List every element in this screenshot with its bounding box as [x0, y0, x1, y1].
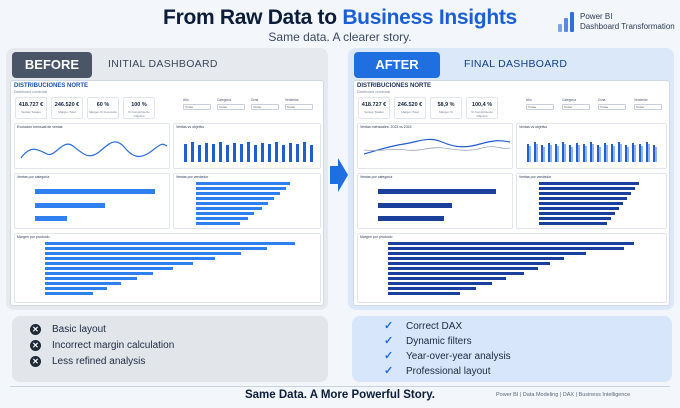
kpi-card: 418.727 € Ventas Totales [358, 97, 390, 119]
filter-slicer: Año Todas [526, 98, 554, 116]
footer-tagline: Same Data. A More Powerful Story. [244, 389, 435, 401]
x-circle-icon: ✕ [30, 340, 41, 351]
dashboard-title: DISTRIBUCIONES NORTE [14, 83, 89, 89]
check-icon: ✓ [384, 320, 394, 332]
kpi-card: 418.727 € Ventas Totales [15, 97, 47, 119]
badge-line-1: Power BI [580, 12, 613, 21]
bar-chart-card: Ventas vs objetivo [516, 123, 667, 169]
after-point: Year-over-year analysis [406, 351, 511, 362]
seller-chart-card: Ventas por vendedor [516, 173, 667, 229]
filter-slicer: Año Todas [183, 98, 211, 116]
horizontal-bar-chart [35, 189, 155, 221]
kpi-card: 100 %% Cumplimiento Objetivo [123, 97, 155, 119]
filter-slicer: Categoría Todas [562, 98, 590, 116]
after-point: Correct DAX [406, 321, 463, 332]
footer-tags: Power BI | Data Modeling | DAX | Busines… [496, 392, 631, 398]
badge-line-2: Dashboard Transformation [580, 22, 675, 31]
category-chart-card: Ventas por categoría [14, 173, 170, 229]
kpi-card: 60 % Margen % Incorrecto [87, 97, 119, 119]
line-chart [20, 141, 168, 159]
kpi-card: 100,4 %% Cumplimiento Objetivo [466, 97, 498, 119]
horizontal-bar-chart [378, 189, 496, 221]
horizontal-bar-chart [45, 242, 295, 295]
kpi-card: 246.520 € Margen Total [394, 97, 426, 119]
check-icon: ✓ [384, 350, 394, 362]
after-dashboard-screenshot: DISTRIBUCIONES NORTE Dashboard comercial… [353, 80, 670, 306]
arrow-right-icon [330, 158, 348, 192]
horizontal-bar-chart [196, 182, 290, 225]
before-tag: BEFORE [12, 52, 92, 78]
dashboard-subtitle: Dashboard comercial [357, 90, 391, 94]
filter-slicer: Categoría Todas [217, 98, 245, 116]
horizontal-bar-chart [388, 242, 634, 295]
line-chart [363, 138, 511, 155]
powerbi-badge: Power BI Dashboard Transformation [558, 12, 676, 34]
before-dashboard-screenshot: DISTRIBUCIONES NORTE Dashboard comercial… [10, 80, 324, 306]
after-points-box: ✓ Correct DAX ✓ Dynamic filters ✓ Year-o… [352, 316, 672, 382]
kpi-card: 246.520 € Margen Total [51, 97, 83, 119]
column-chart [527, 142, 657, 162]
powerbi-logo-icon [558, 12, 574, 32]
after-point: Professional layout [406, 366, 491, 377]
filter-slicer: Zona Todas [251, 98, 279, 116]
x-circle-icon: ✕ [30, 356, 41, 367]
before-point: Incorrect margin calculation [52, 340, 175, 351]
before-point: Basic layout [52, 324, 106, 335]
before-tagline: INITIAL DASHBOARD [108, 58, 218, 70]
after-tagline: FINAL DASHBOARD [464, 58, 568, 70]
line-chart-card: Evolución mensual de ventas [14, 123, 170, 169]
check-icon: ✓ [384, 365, 394, 377]
dashboard-subtitle: Dashboard comercial [14, 90, 48, 94]
before-point: Less refined analysis [52, 356, 146, 367]
filter-slicer: Vendedor Todas [285, 98, 313, 116]
line-chart-card: Ventas mensuales: 2023 vs 2024 [357, 123, 513, 169]
dashboard-title: DISTRIBUCIONES NORTE [357, 83, 432, 89]
product-margin-card: Margen por producto [14, 233, 321, 303]
seller-chart-card: Ventas por vendedor [173, 173, 321, 229]
after-tag: AFTER [354, 52, 440, 78]
kpi-card: 58,9 % Margen % [430, 97, 462, 119]
filter-slicer: Zona Todas [598, 98, 626, 116]
page-title: From Raw Data to Business Insights [163, 6, 517, 29]
horizontal-bar-chart [539, 182, 639, 225]
x-circle-icon: ✕ [30, 324, 41, 335]
after-point: Dynamic filters [406, 336, 472, 347]
check-icon: ✓ [384, 335, 394, 347]
category-chart-card: Ventas por categoría [357, 173, 513, 229]
bar-chart-card: Ventas vs objetivo [173, 123, 321, 169]
page-subtitle: Same data. A clearer story. [268, 30, 412, 44]
before-points-box: ✕ Basic layout ✕ Incorrect margin calcul… [12, 316, 328, 382]
column-chart [184, 142, 313, 162]
filter-slicer: Vendedor Todas [634, 98, 662, 116]
footer-divider [10, 386, 670, 387]
product-margin-card: Margen por producto [357, 233, 667, 303]
